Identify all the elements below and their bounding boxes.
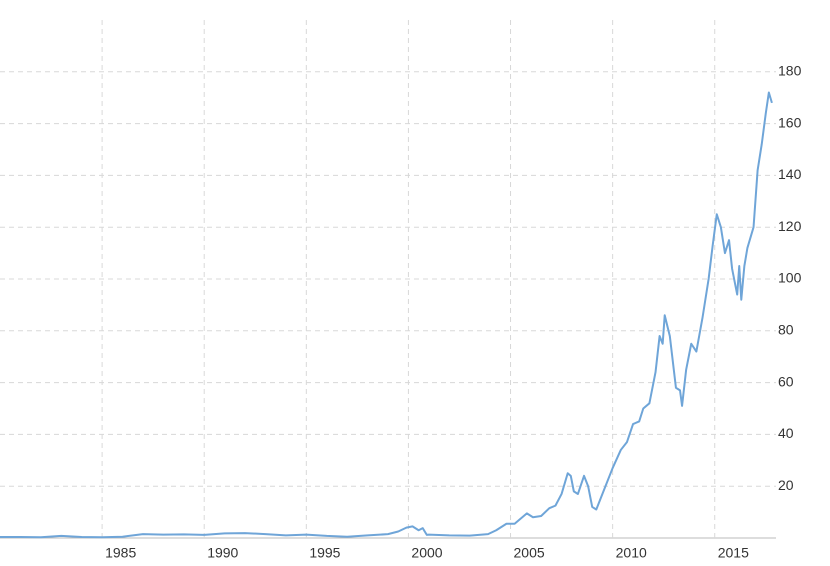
y-tick-label: 20	[778, 477, 794, 493]
x-tick-label: 2015	[718, 545, 749, 561]
x-tick-label: 1990	[207, 545, 238, 561]
y-tick-label: 40	[778, 425, 794, 441]
x-tick-label: 1995	[309, 545, 340, 561]
y-tick-label: 120	[778, 218, 802, 234]
y-tick-label: 140	[778, 166, 802, 182]
y-tick-label: 160	[778, 114, 802, 130]
price-line	[0, 91, 773, 539]
x-tick-label: 2005	[514, 545, 545, 561]
y-tick-label: 80	[778, 322, 794, 338]
y-tick-label: 100	[778, 270, 802, 286]
y-tick-label: 60	[778, 373, 794, 389]
x-tick-label: 2010	[616, 545, 647, 561]
x-tick-label: 1985	[105, 545, 136, 561]
x-tick-label: 2000	[411, 545, 442, 561]
y-tick-label: 180	[778, 63, 802, 79]
